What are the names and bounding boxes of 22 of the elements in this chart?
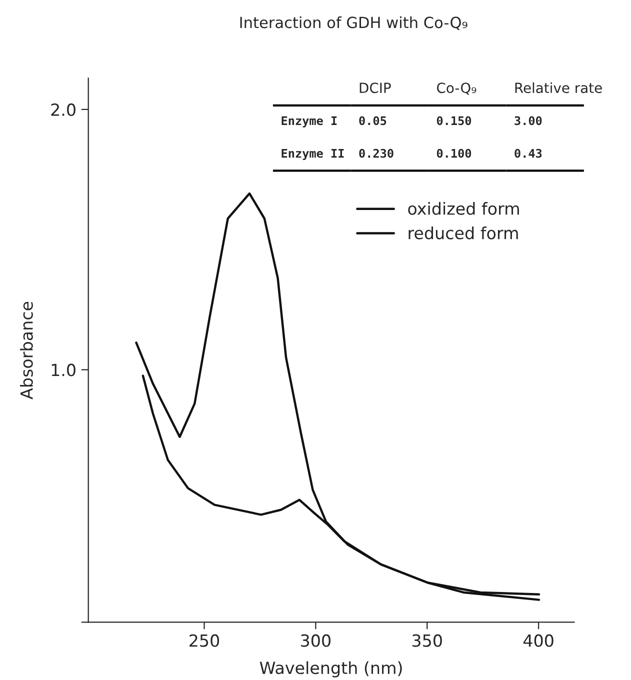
annotation: 0.05 — [359, 116, 386, 126]
annotation: 0.100 — [436, 148, 472, 158]
annotation: Enzyme I — [282, 116, 337, 128]
annotation: Co-Q₉ — [437, 82, 476, 95]
y-axis-title: Absorbance — [20, 302, 33, 400]
x-tick-label: 350 — [412, 634, 442, 647]
annotation: DCIP — [360, 82, 391, 94]
y-tick-label: 2.0 — [51, 103, 76, 116]
chart-title: Interaction of GDH with Co-Q₉ — [240, 16, 468, 30]
legend-label: reduced form — [408, 226, 518, 240]
x-tick-label: 300 — [301, 634, 330, 647]
annotation: 0.230 — [359, 148, 394, 158]
annotation: 0.150 — [436, 116, 472, 126]
x-axis-title: Wavelength (nm) — [260, 661, 402, 678]
annotation: 0.43 — [514, 148, 542, 158]
x-tick-label: 400 — [523, 634, 554, 647]
legend-label: oxidized form — [408, 202, 519, 215]
annotation: Enzyme II — [282, 149, 344, 160]
x-tick-label: 250 — [190, 634, 220, 647]
annotation: Relative rate — [515, 82, 602, 94]
annotation: 3.00 — [514, 116, 542, 126]
y-tick-label: 1.0 — [52, 364, 76, 376]
